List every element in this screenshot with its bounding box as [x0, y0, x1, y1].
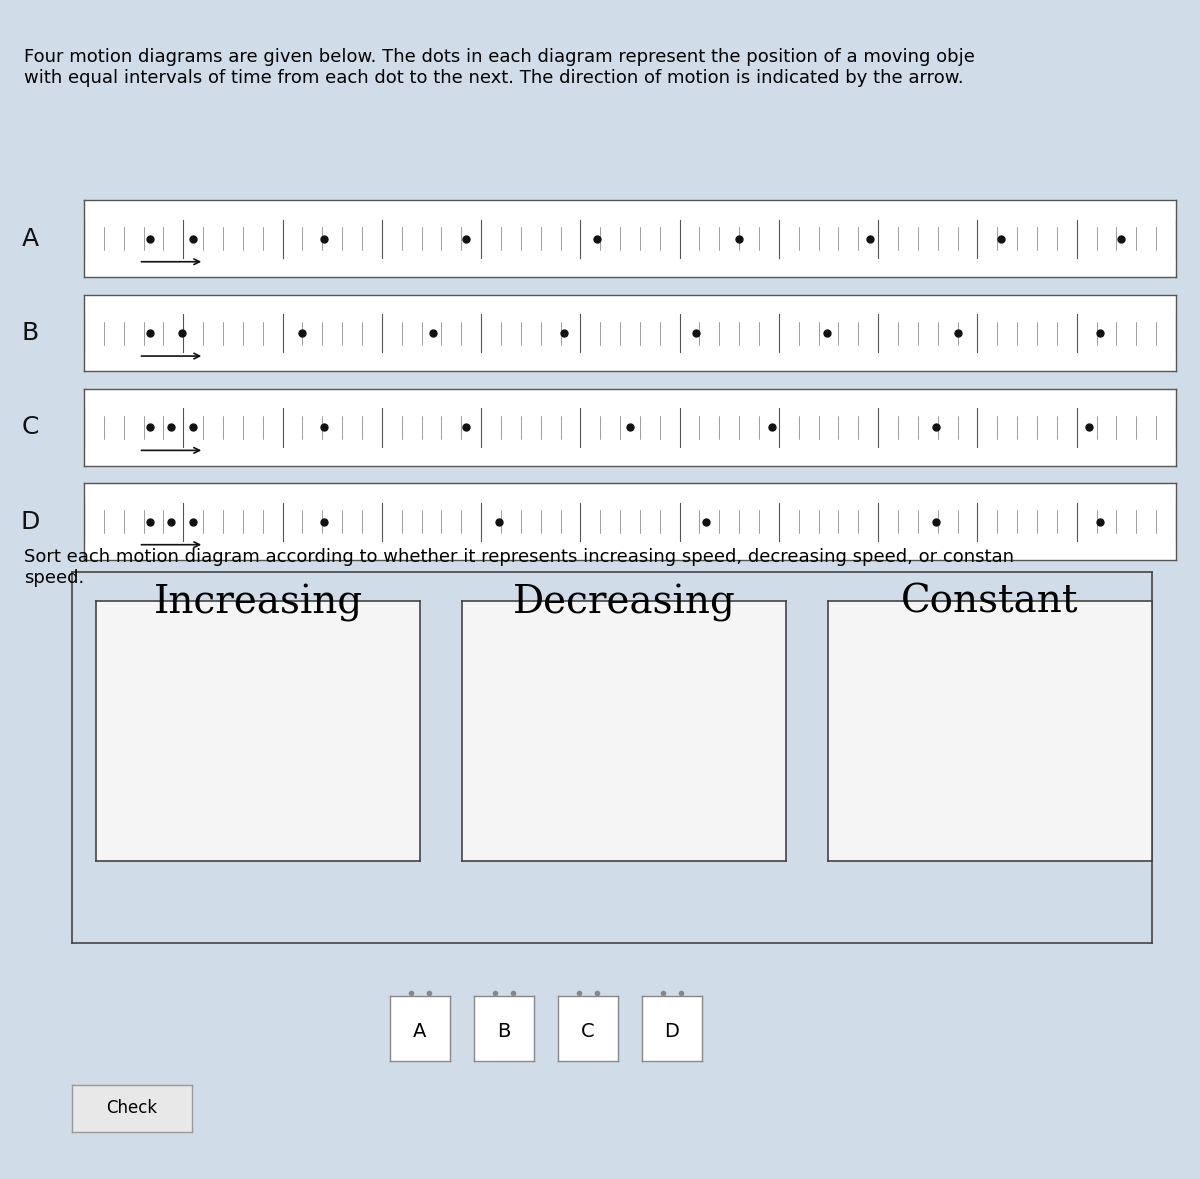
Text: B: B: [22, 321, 38, 345]
Text: D: D: [665, 1022, 679, 1041]
Text: Increasing: Increasing: [154, 584, 362, 621]
Text: Constant: Constant: [901, 584, 1079, 620]
Text: A: A: [413, 1022, 427, 1041]
Text: D: D: [20, 509, 40, 534]
Text: Decreasing: Decreasing: [512, 584, 736, 621]
Text: Check: Check: [107, 1099, 157, 1118]
Text: C: C: [22, 415, 38, 440]
Text: Sort each motion diagram according to whether it represents increasing speed, de: Sort each motion diagram according to wh…: [24, 548, 1014, 587]
Text: C: C: [581, 1022, 595, 1041]
Text: Four motion diagrams are given below. The dots in each diagram represent the pos: Four motion diagrams are given below. Th…: [24, 48, 974, 87]
Text: B: B: [497, 1022, 511, 1041]
Text: A: A: [22, 226, 38, 251]
